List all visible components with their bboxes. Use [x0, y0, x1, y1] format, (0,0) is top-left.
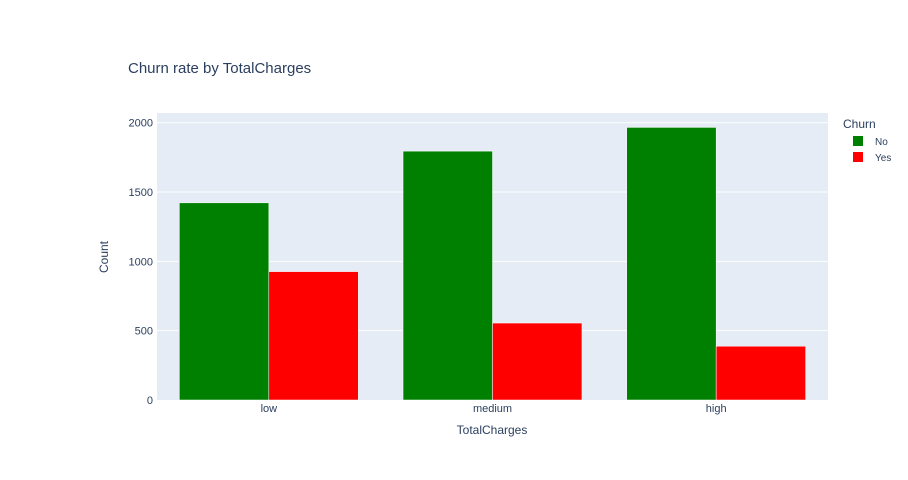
- legend-item-no[interactable]: No: [853, 136, 888, 148]
- bar-yes-high[interactable]: [715, 345, 806, 401]
- y-tick-label: 1500: [129, 187, 153, 199]
- x-tick-label: high: [706, 403, 727, 415]
- legend-swatch: [853, 152, 863, 162]
- bars: [179, 127, 806, 401]
- bar-no-low[interactable]: [179, 202, 270, 401]
- y-axis-title: Count: [97, 240, 111, 273]
- legend[interactable]: Churn No Yes: [843, 117, 891, 164]
- x-tick-label: medium: [473, 403, 512, 415]
- legend-swatch: [853, 136, 863, 146]
- y-tick-label: 1000: [129, 256, 153, 268]
- legend-label: No: [875, 137, 888, 148]
- y-tick-label: 500: [135, 326, 153, 338]
- x-axis-ticks: low medium high: [261, 403, 727, 415]
- x-tick-label: low: [261, 403, 278, 415]
- legend-items[interactable]: No Yes: [853, 136, 891, 164]
- legend-item-yes[interactable]: Yes: [853, 152, 891, 164]
- bar-yes-medium[interactable]: [492, 322, 583, 401]
- bar-yes-low[interactable]: [268, 271, 359, 401]
- y-axis-ticks: 0 500 1000 1500 2000: [129, 118, 153, 407]
- chart-title: Churn rate by TotalCharges: [128, 60, 311, 77]
- legend-title: Churn: [843, 117, 876, 131]
- bar-no-medium[interactable]: [402, 150, 493, 401]
- y-tick-label: 2000: [129, 118, 153, 130]
- y-tick-label: 0: [147, 395, 153, 407]
- bar-no-high[interactable]: [626, 127, 717, 401]
- x-axis-title: TotalCharges: [457, 423, 528, 437]
- legend-label: Yes: [875, 153, 891, 164]
